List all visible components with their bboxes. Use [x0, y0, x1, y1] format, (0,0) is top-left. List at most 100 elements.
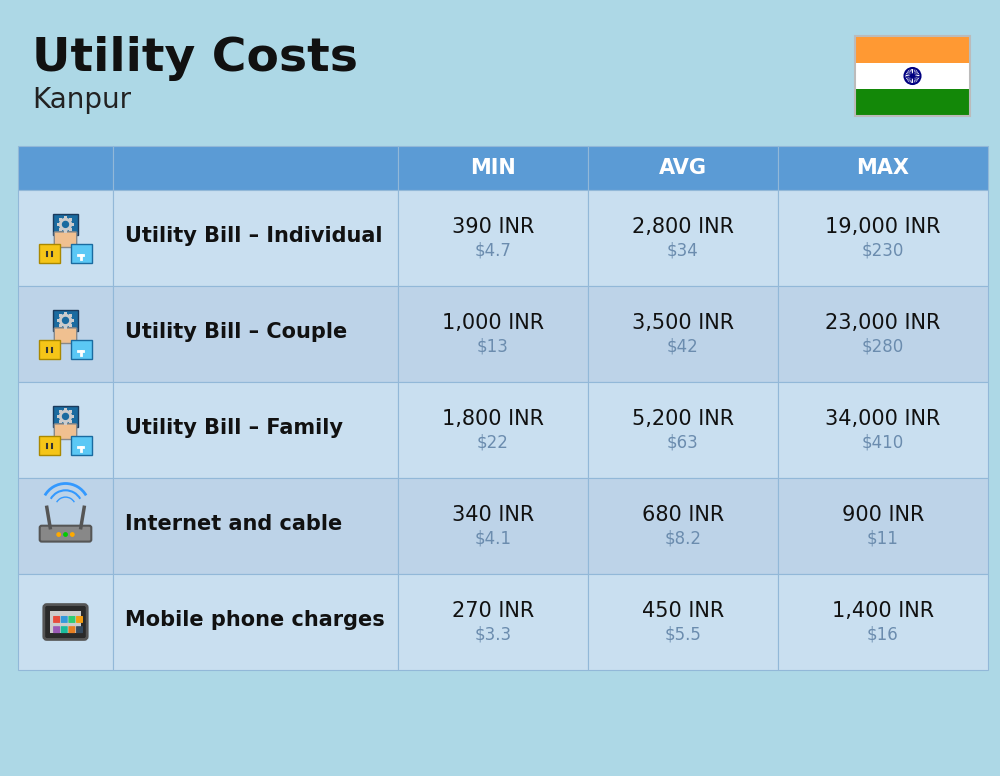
Text: Utility Bill – Individual: Utility Bill – Individual: [125, 226, 382, 246]
FancyBboxPatch shape: [61, 626, 68, 633]
Circle shape: [63, 317, 68, 324]
Text: 390 INR: 390 INR: [452, 217, 534, 237]
FancyBboxPatch shape: [69, 324, 72, 327]
Text: 1,000 INR: 1,000 INR: [442, 313, 544, 333]
FancyBboxPatch shape: [68, 626, 75, 633]
Text: MIN: MIN: [470, 158, 516, 178]
FancyBboxPatch shape: [54, 424, 77, 439]
FancyBboxPatch shape: [59, 420, 62, 423]
FancyBboxPatch shape: [588, 286, 778, 382]
FancyBboxPatch shape: [71, 223, 74, 226]
FancyBboxPatch shape: [53, 214, 78, 235]
FancyBboxPatch shape: [18, 190, 113, 286]
FancyBboxPatch shape: [588, 478, 778, 574]
Text: Utility Bill – Couple: Utility Bill – Couple: [125, 322, 347, 342]
Text: Kanpur: Kanpur: [32, 86, 131, 114]
FancyBboxPatch shape: [778, 382, 988, 478]
FancyBboxPatch shape: [588, 574, 778, 670]
Text: $13: $13: [477, 338, 509, 356]
Text: 2,800 INR: 2,800 INR: [632, 217, 734, 237]
FancyBboxPatch shape: [69, 314, 72, 317]
FancyBboxPatch shape: [69, 218, 72, 221]
FancyBboxPatch shape: [588, 382, 778, 478]
FancyBboxPatch shape: [778, 190, 988, 286]
Text: Mobile phone charges: Mobile phone charges: [125, 610, 385, 630]
FancyBboxPatch shape: [855, 89, 970, 116]
Text: $280: $280: [862, 338, 904, 356]
Text: $22: $22: [477, 434, 509, 452]
FancyBboxPatch shape: [54, 328, 77, 344]
FancyBboxPatch shape: [69, 227, 72, 231]
Text: $42: $42: [667, 338, 699, 356]
FancyBboxPatch shape: [113, 190, 398, 286]
Text: 680 INR: 680 INR: [642, 505, 724, 525]
Text: 5,200 INR: 5,200 INR: [632, 409, 734, 429]
Text: 900 INR: 900 INR: [842, 505, 924, 525]
FancyBboxPatch shape: [18, 478, 113, 574]
FancyBboxPatch shape: [59, 410, 62, 414]
Circle shape: [60, 219, 71, 230]
Text: $8.2: $8.2: [664, 530, 702, 548]
Circle shape: [63, 414, 68, 419]
FancyBboxPatch shape: [50, 611, 81, 632]
Circle shape: [911, 74, 914, 78]
FancyBboxPatch shape: [59, 227, 62, 231]
Text: 19,000 INR: 19,000 INR: [825, 217, 941, 237]
Text: 450 INR: 450 INR: [642, 601, 724, 621]
Circle shape: [60, 411, 71, 422]
FancyBboxPatch shape: [398, 574, 588, 670]
FancyBboxPatch shape: [71, 319, 74, 322]
FancyBboxPatch shape: [113, 286, 398, 382]
FancyBboxPatch shape: [40, 525, 91, 542]
FancyBboxPatch shape: [53, 310, 78, 331]
FancyBboxPatch shape: [76, 616, 83, 623]
FancyBboxPatch shape: [113, 478, 398, 574]
Text: $16: $16: [867, 626, 899, 644]
Text: $230: $230: [862, 242, 904, 260]
FancyBboxPatch shape: [64, 325, 67, 329]
FancyBboxPatch shape: [71, 436, 92, 455]
FancyBboxPatch shape: [18, 286, 113, 382]
Text: $410: $410: [862, 434, 904, 452]
FancyBboxPatch shape: [778, 574, 988, 670]
Circle shape: [71, 533, 74, 536]
Text: AVG: AVG: [659, 158, 707, 178]
FancyBboxPatch shape: [113, 146, 398, 190]
FancyBboxPatch shape: [71, 244, 92, 263]
FancyBboxPatch shape: [57, 319, 60, 322]
Text: $34: $34: [667, 242, 699, 260]
FancyBboxPatch shape: [398, 382, 588, 478]
FancyBboxPatch shape: [778, 286, 988, 382]
FancyBboxPatch shape: [54, 232, 77, 248]
FancyBboxPatch shape: [53, 626, 60, 633]
FancyBboxPatch shape: [39, 244, 60, 263]
Text: 1,800 INR: 1,800 INR: [442, 409, 544, 429]
FancyBboxPatch shape: [398, 286, 588, 382]
FancyBboxPatch shape: [64, 312, 67, 315]
Text: Internet and cable: Internet and cable: [125, 514, 342, 534]
FancyBboxPatch shape: [398, 146, 588, 190]
FancyBboxPatch shape: [69, 420, 72, 423]
Text: 270 INR: 270 INR: [452, 601, 534, 621]
FancyBboxPatch shape: [18, 574, 113, 670]
FancyBboxPatch shape: [64, 230, 67, 233]
FancyBboxPatch shape: [53, 616, 60, 623]
FancyBboxPatch shape: [778, 146, 988, 190]
FancyBboxPatch shape: [57, 223, 60, 226]
Circle shape: [60, 314, 71, 327]
FancyBboxPatch shape: [68, 616, 75, 623]
FancyBboxPatch shape: [39, 436, 60, 455]
Text: Utility Costs: Utility Costs: [32, 36, 358, 81]
Circle shape: [63, 221, 68, 227]
Text: MAX: MAX: [856, 158, 910, 178]
FancyBboxPatch shape: [76, 626, 83, 633]
Text: 340 INR: 340 INR: [452, 505, 534, 525]
FancyBboxPatch shape: [398, 190, 588, 286]
FancyBboxPatch shape: [71, 414, 74, 418]
FancyBboxPatch shape: [39, 340, 60, 359]
FancyBboxPatch shape: [588, 146, 778, 190]
Text: 34,000 INR: 34,000 INR: [825, 409, 941, 429]
FancyBboxPatch shape: [59, 314, 62, 317]
FancyBboxPatch shape: [44, 605, 87, 639]
Text: Utility Bill – Family: Utility Bill – Family: [125, 418, 343, 438]
